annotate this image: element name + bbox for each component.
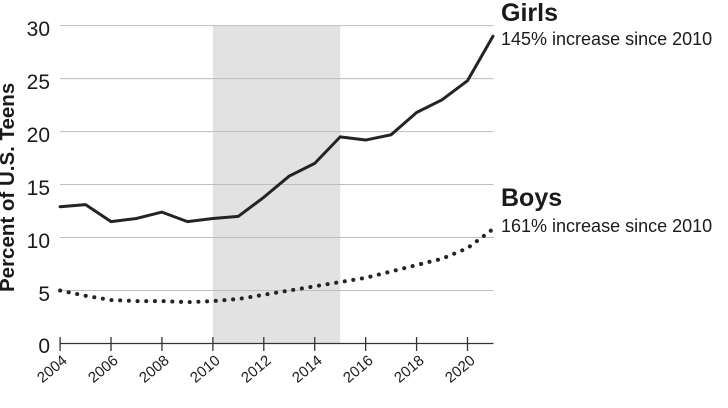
svg-text:Girls: Girls (501, 0, 558, 27)
svg-text:2016: 2016 (340, 352, 376, 386)
svg-text:2020: 2020 (442, 352, 478, 386)
svg-text:2010: 2010 (187, 352, 223, 386)
svg-text:161% increase since 2010: 161% increase since 2010 (501, 216, 712, 236)
svg-text:5: 5 (38, 283, 50, 306)
svg-text:Boys: Boys (501, 184, 562, 212)
svg-text:25: 25 (27, 71, 50, 94)
svg-text:2012: 2012 (238, 352, 274, 386)
svg-text:30: 30 (27, 18, 50, 41)
svg-text:2018: 2018 (391, 352, 427, 386)
svg-text:2014: 2014 (289, 352, 325, 386)
svg-text:2008: 2008 (136, 352, 172, 386)
svg-text:15: 15 (27, 177, 50, 200)
svg-text:0: 0 (38, 335, 50, 358)
svg-text:Percent of U.S. Teens: Percent of U.S. Teens (0, 83, 19, 292)
svg-text:20: 20 (27, 124, 50, 147)
svg-text:10: 10 (27, 230, 50, 253)
svg-text:2006: 2006 (85, 352, 121, 386)
svg-text:145% increase since 2010: 145% increase since 2010 (501, 29, 712, 49)
